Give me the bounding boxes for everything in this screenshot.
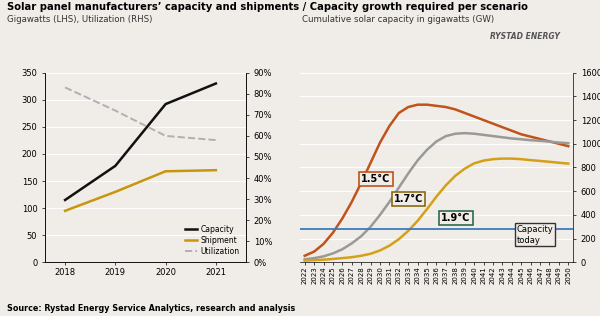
Text: 1.9°C: 1.9°C [441, 213, 470, 223]
Text: Cumulative solar capacity in gigawatts (GW): Cumulative solar capacity in gigawatts (… [302, 15, 494, 24]
Legend: Capacity, Shipment, Utilization: Capacity, Shipment, Utilization [183, 222, 242, 258]
Text: Solar panel manufacturers’ capacity and shipments / Capacity growth required per: Solar panel manufacturers’ capacity and … [7, 2, 528, 12]
Text: RYSTAD ENERGY: RYSTAD ENERGY [490, 32, 560, 40]
Text: 1.7°C: 1.7°C [394, 194, 424, 204]
Text: Source: Rystad Energy Service Analytics, research and analysis: Source: Rystad Energy Service Analytics,… [7, 305, 295, 313]
Text: 1.5°C: 1.5°C [361, 174, 391, 184]
Text: Capacity
today: Capacity today [517, 225, 553, 245]
Text: Gigawatts (LHS), Utilization (RHS): Gigawatts (LHS), Utilization (RHS) [7, 15, 152, 24]
